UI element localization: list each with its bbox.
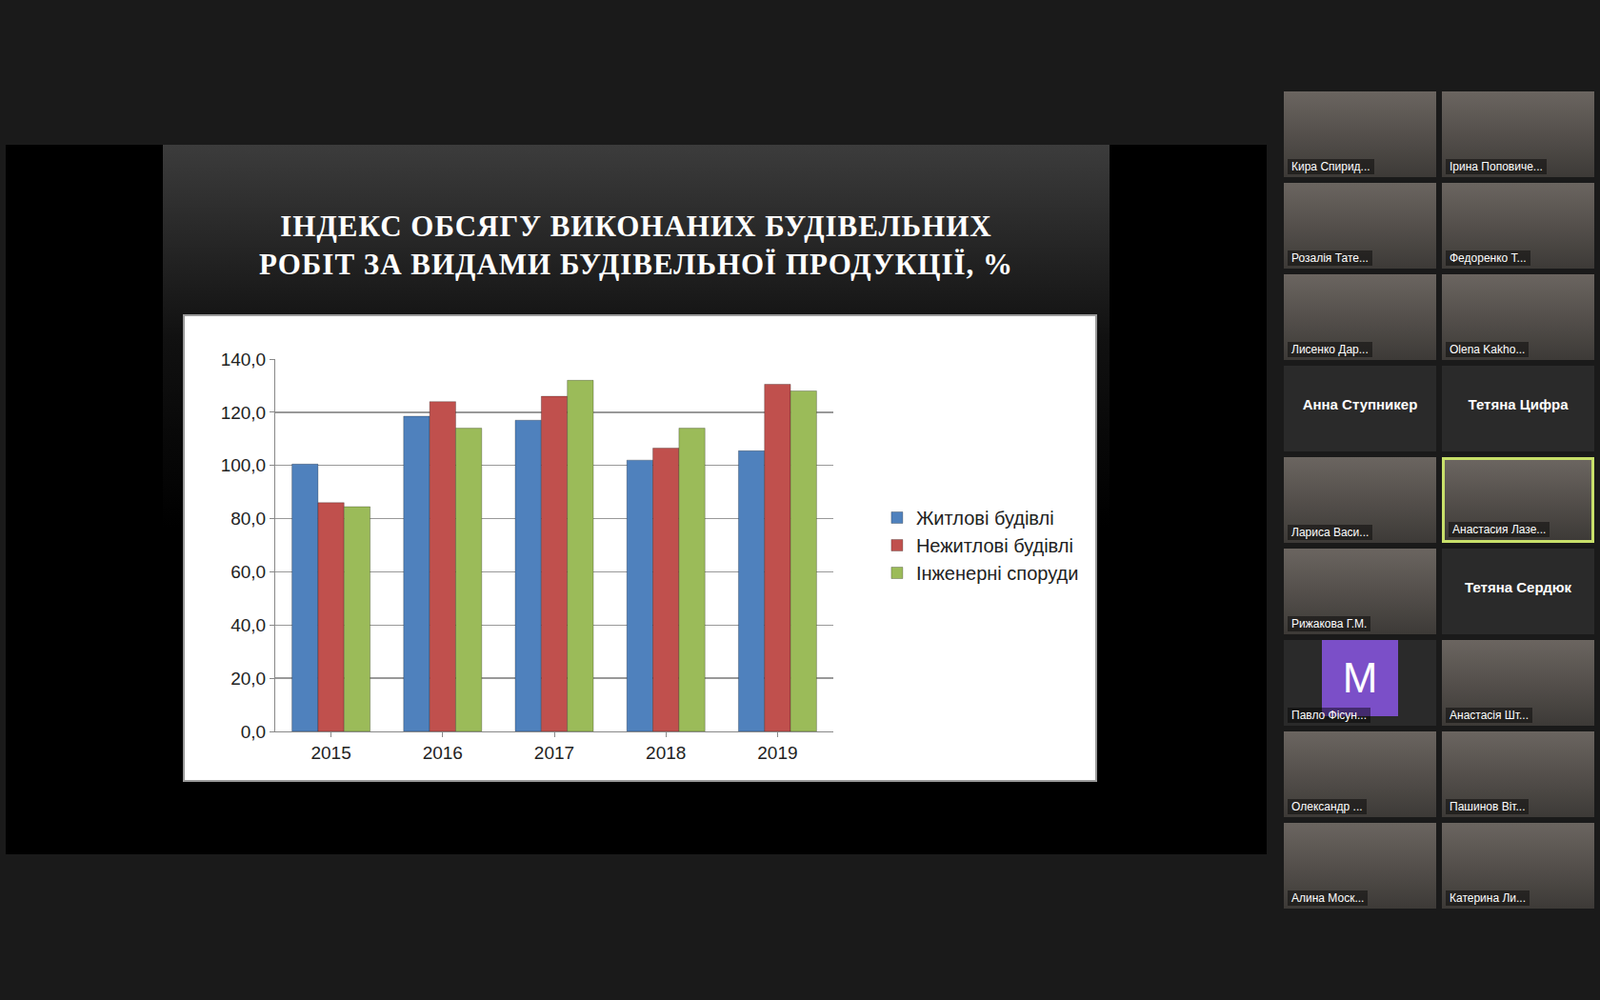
svg-text:20,0: 20,0 <box>230 668 266 689</box>
html-text:Рижакова Г.М.: Рижакова Г.М. <box>1291 617 1368 631</box>
svg-text:Житлові будівлі: Житлові будівлі <box>916 507 1055 529</box>
html-text:Тетяна Цифра: Тетяна Цифра <box>1468 396 1569 413</box>
html-text:Федоренко Т...: Федоренко Т... <box>1449 251 1527 265</box>
html-text:Тетяна Сердюк: Тетяна Сердюк <box>1464 579 1572 596</box>
svg-text:40,0: 40,0 <box>230 615 266 636</box>
html-text:РОБІТ ЗА ВИДАМИ БУДІВЕЛЬНОЇ ПР: РОБІТ ЗА ВИДАМИ БУДІВЕЛЬНОЇ ПРОДУКЦІЇ, % <box>259 247 1014 281</box>
svg-text:2019: 2019 <box>757 742 798 763</box>
svg-text:120,0: 120,0 <box>220 402 267 423</box>
html-text:Катерина Ли...: Катерина Ли... <box>1449 891 1526 905</box>
html-text:Олександр ...: Олександр ... <box>1291 800 1363 814</box>
html-text:Анна Ступникер: Анна Ступникер <box>1302 396 1418 413</box>
svg-text:2018: 2018 <box>645 742 686 763</box>
html-text:Лариса Васи...: Лариса Васи... <box>1291 525 1369 540</box>
svg-text:60,0: 60,0 <box>230 561 266 582</box>
svg-text:2015: 2015 <box>310 742 351 763</box>
svg-text:100,0: 100,0 <box>220 455 267 476</box>
svg-text:2016: 2016 <box>422 742 463 763</box>
html-text:Лисенко Дар...: Лисенко Дар... <box>1291 342 1369 357</box>
svg-text:Інженерні споруди: Інженерні споруди <box>916 562 1079 584</box>
html-text:Кира Спирид...: Кира Спирид... <box>1291 160 1371 174</box>
html-text:Ірина Поповиче...: Ірина Поповиче... <box>1449 160 1543 174</box>
html-text:Анастасія Шт...: Анастасія Шт... <box>1449 708 1529 722</box>
svg-text:2017: 2017 <box>534 742 575 763</box>
svg-text:0,0: 0,0 <box>240 721 266 742</box>
svg-text:Нежитлові будівлі: Нежитлові будівлі <box>916 535 1074 557</box>
html-text:Пашинов Віт...: Пашинов Віт... <box>1449 800 1526 814</box>
svg-text:140,0: 140,0 <box>220 349 267 370</box>
html-text:ІНДЕКС ОБСЯГУ ВИКОНАНИХ БУДІВЕ: ІНДЕКС ОБСЯГУ ВИКОНАНИХ БУДІВЕЛЬНИХ <box>280 209 993 243</box>
svg-text:80,0: 80,0 <box>230 508 266 529</box>
html-text:Павло Фісун...: Павло Фісун... <box>1291 708 1367 722</box>
html-text:Алина Моск...: Алина Моск... <box>1291 891 1365 905</box>
html-text:M: M <box>1342 654 1378 701</box>
html-text:Анастасия Лазе...: Анастасия Лазе... <box>1452 522 1546 537</box>
html-text:Olena Kakho...: Olena Kakho... <box>1449 342 1526 357</box>
html-text:Розалія Тате...: Розалія Тате... <box>1291 251 1369 265</box>
